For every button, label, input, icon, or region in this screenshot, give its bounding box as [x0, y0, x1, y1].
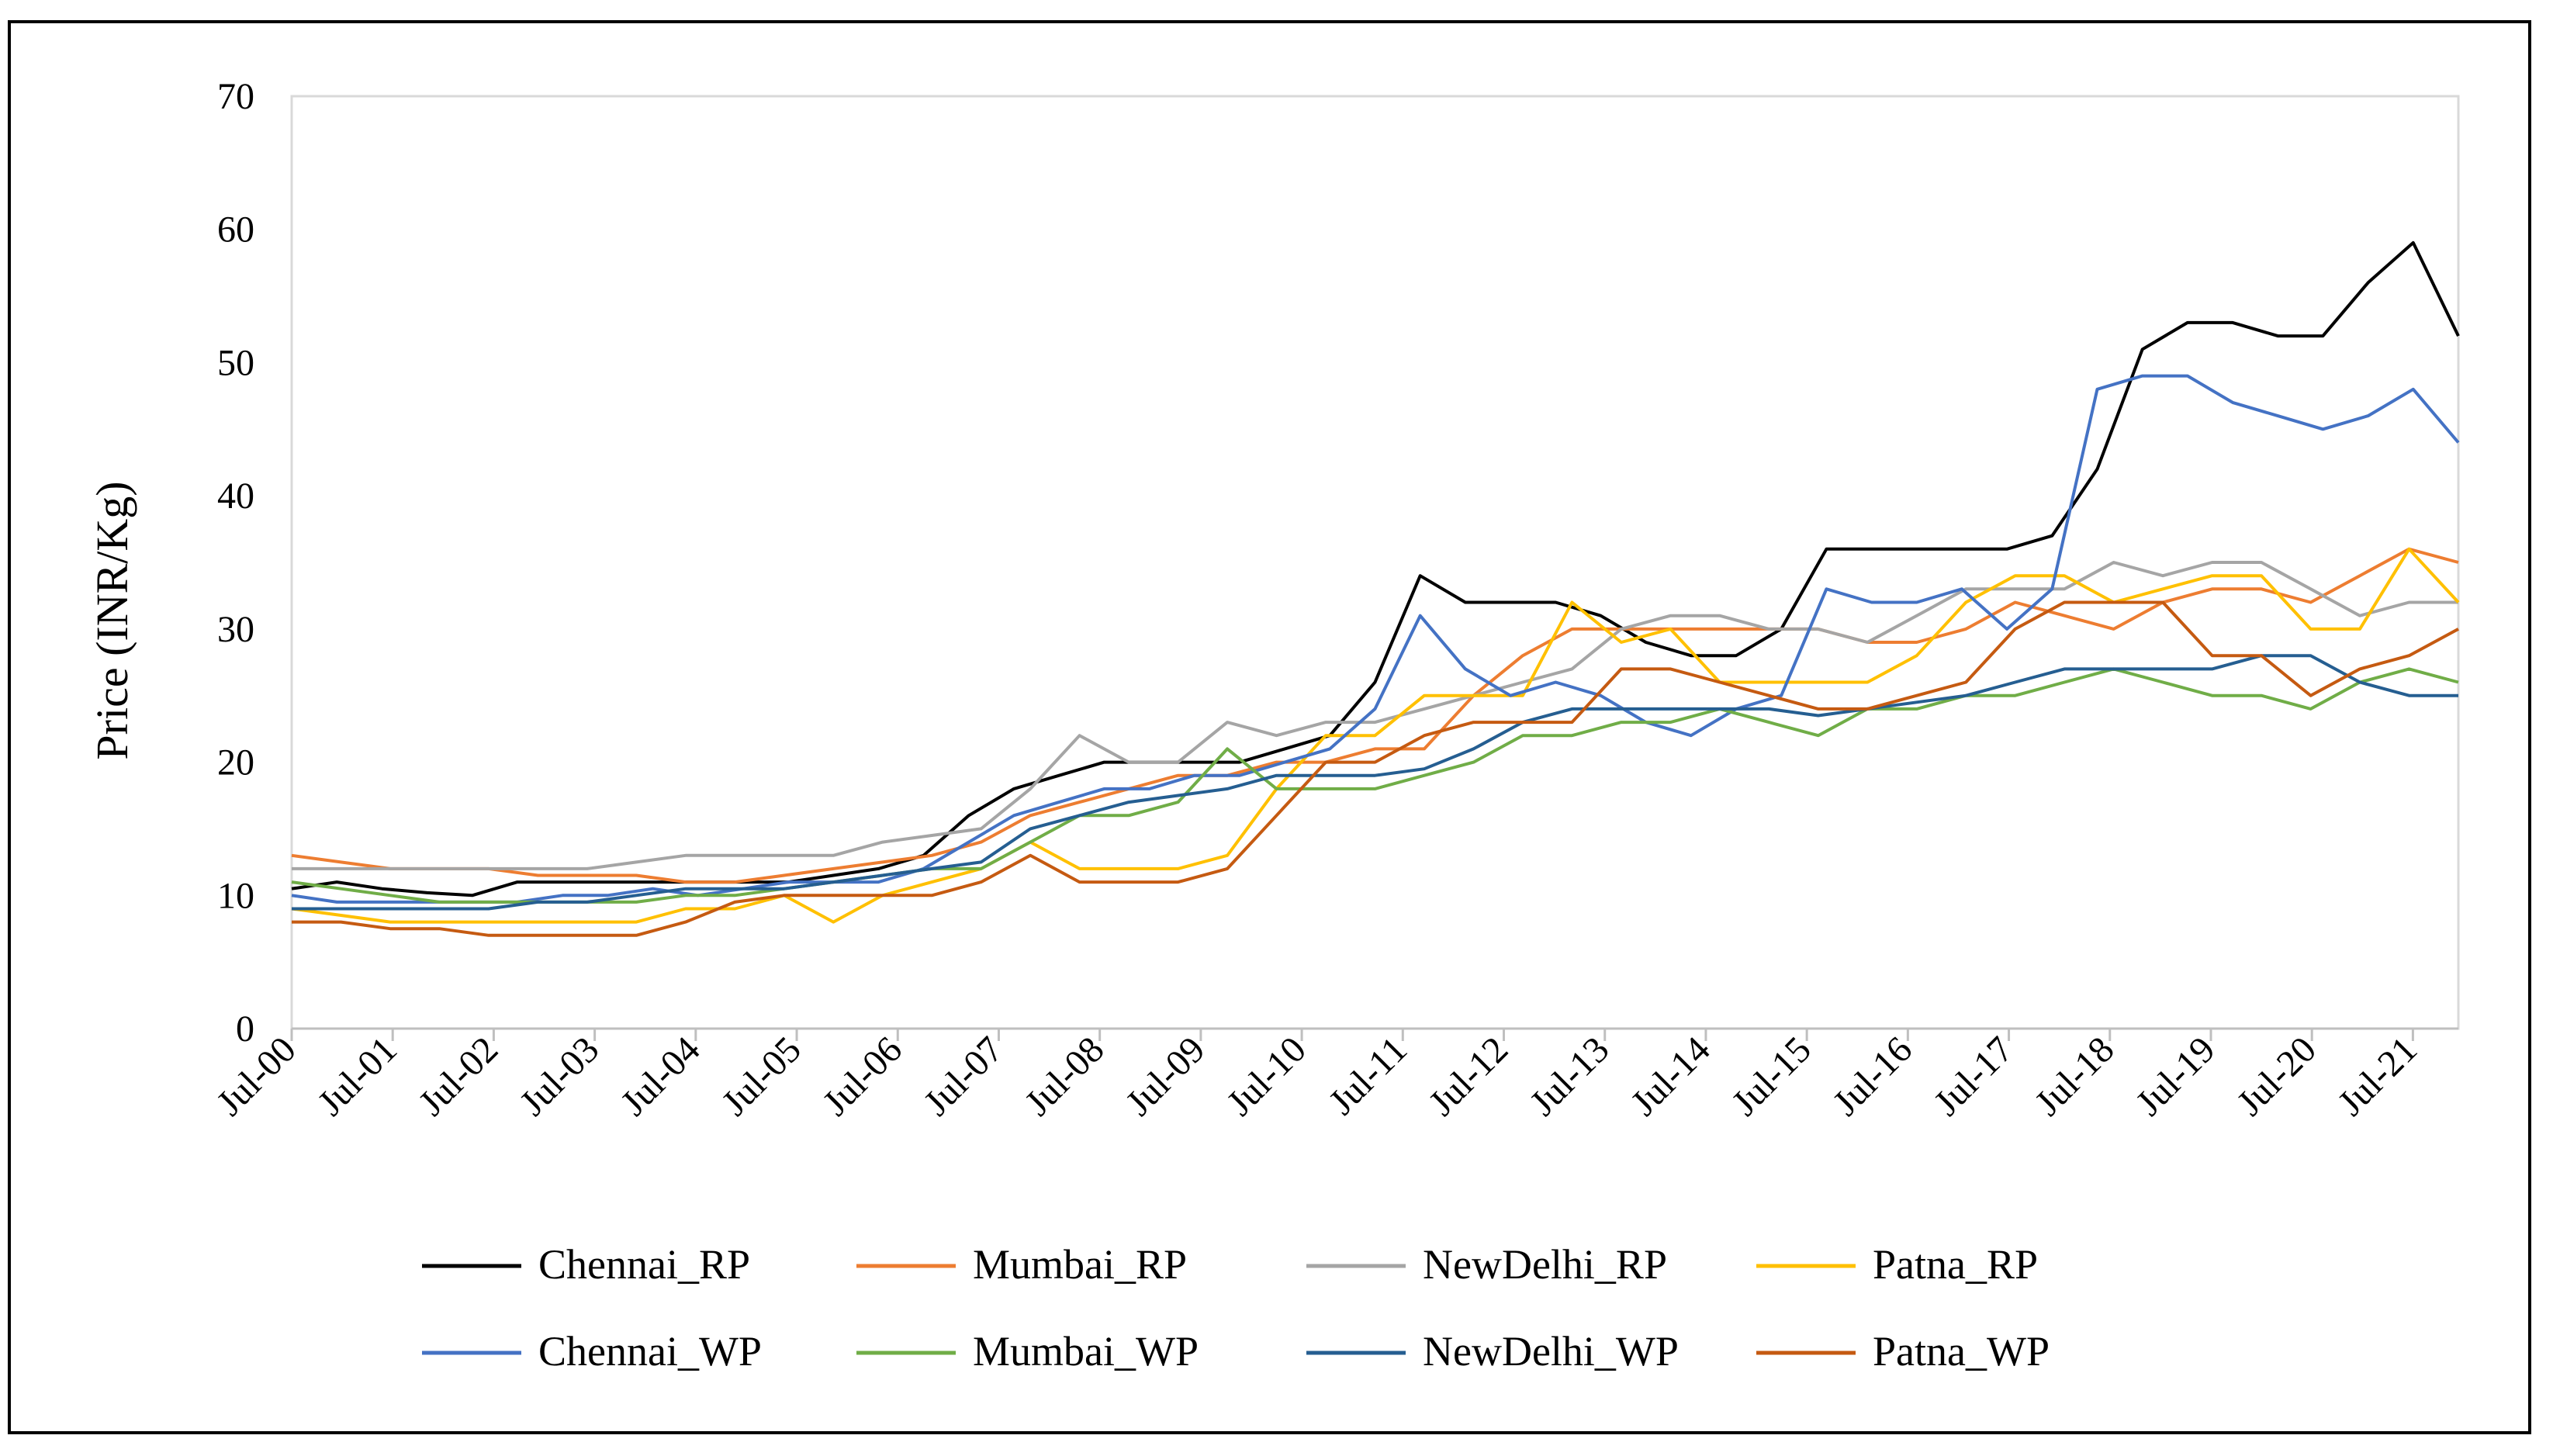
series-line-newdelhi-wp — [292, 654, 2458, 911]
x-tick-label: Jul-01 — [310, 1029, 405, 1123]
legend-label: Patna_RP — [1873, 1241, 2038, 1288]
x-tick-label: Jul-09 — [1118, 1029, 1213, 1123]
x-tick-label: Jul-07 — [916, 1029, 1011, 1123]
x-tick-label: Jul-10 — [1219, 1029, 1314, 1123]
legend-label: Chennai_RP — [538, 1241, 750, 1288]
plot-border — [290, 95, 2460, 1030]
x-tick-label: Jul-13 — [1522, 1029, 1617, 1123]
x-tick-label: Jul-00 — [209, 1029, 303, 1123]
y-tick-label: 30 — [217, 609, 254, 650]
y-axis-ticks: 0 10 20 30 40 50 60 70 — [217, 76, 254, 1050]
y-axis-title: Price (INR/Kg) — [87, 481, 137, 759]
legend-label: Chennai_WP — [538, 1328, 762, 1375]
x-tick-label: Jul-02 — [411, 1029, 506, 1123]
series-line-newdelhi-rp — [292, 561, 2458, 870]
series-line-chennai-rp — [291, 240, 2460, 897]
legend-label: NewDelhi_RP — [1423, 1241, 1667, 1288]
x-tick-label: Jul-05 — [714, 1029, 808, 1123]
x-tick-label: Jul-17 — [1926, 1029, 2021, 1123]
x-tick-label: Jul-11 — [1321, 1029, 1415, 1122]
legend-label: Mumbai_RP — [973, 1241, 1187, 1288]
x-tick-label: Jul-21 — [2330, 1029, 2425, 1123]
legend-label: Patna_WP — [1873, 1328, 2050, 1375]
y-tick-label: 40 — [217, 476, 254, 517]
legend-label: Mumbai_WP — [973, 1328, 1199, 1375]
x-tick-label: Jul-15 — [1724, 1029, 1819, 1123]
x-tick-label: Jul-19 — [2128, 1029, 2223, 1123]
legend-label: NewDelhi_WP — [1423, 1328, 1679, 1375]
y-tick-label: 60 — [217, 209, 254, 251]
chart-frame: 0 10 20 30 40 50 60 70 Jul-00 Jul-01 Jul-02 Jul-03… — [8, 20, 2531, 1434]
series-line-patna-wp — [292, 600, 2459, 937]
y-tick-label: 20 — [217, 742, 254, 783]
x-tick-label: Jul-04 — [613, 1029, 707, 1123]
x-axis-ticks: Jul-00 Jul-01 Jul-02 Jul-03 Jul-04 Jul-05 Jul-… — [209, 1029, 2425, 1124]
series-line-chennai-wp — [291, 374, 2460, 904]
line-chart: 0 10 20 30 40 50 60 70 Jul-00 Jul-01 Jul-02 Jul-03… — [87, 76, 2460, 1375]
series-line-mumbai-wp — [291, 667, 2459, 904]
x-tick-label: Jul-08 — [1017, 1029, 1112, 1123]
y-tick-label: 0 — [236, 1008, 254, 1050]
x-tick-label: Jul-16 — [1825, 1029, 1920, 1123]
series-line-mumbai-rp — [291, 547, 2459, 884]
x-tick-label: Jul-12 — [1421, 1029, 1516, 1123]
x-tick-label: Jul-06 — [815, 1029, 910, 1123]
x-tick-label: Jul-03 — [512, 1029, 607, 1123]
series-lines — [291, 240, 2460, 937]
y-tick-label: 10 — [217, 875, 254, 916]
x-tick-label: Jul-18 — [2027, 1029, 2122, 1123]
legend: Chennai_RP Mumbai_RP NewDelhi_RP Patna_RP Ch… — [422, 1241, 2050, 1375]
y-tick-label: 70 — [217, 76, 254, 117]
series-line-patna-rp — [291, 547, 2460, 924]
y-tick-label: 50 — [217, 342, 254, 383]
x-tick-label: Jul-20 — [2230, 1029, 2324, 1123]
x-tick-label: Jul-14 — [1623, 1029, 1718, 1123]
plot-area — [290, 95, 2460, 1030]
